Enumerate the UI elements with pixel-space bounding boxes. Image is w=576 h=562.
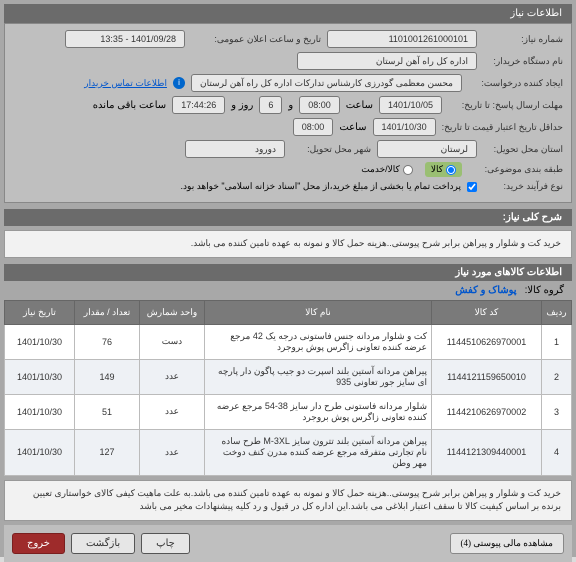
time-label-2: ساعت bbox=[339, 122, 366, 133]
desc-title: شرح کلی نیاز: bbox=[4, 209, 572, 226]
table-cell: عدد bbox=[140, 394, 205, 429]
table-cell: 1144510626970001 bbox=[432, 324, 542, 359]
table-cell: 4 bbox=[542, 429, 572, 475]
items-header: اطلاعات کالاهای مورد نیاز bbox=[4, 264, 572, 281]
back-button[interactable]: بازگشت bbox=[71, 533, 135, 554]
announce-value: 1401/09/28 - 13:35 bbox=[65, 30, 185, 48]
payment-text: پرداخت تمام یا بخشی از مبلغ خرید،از محل … bbox=[181, 181, 461, 192]
req-no-label: شماره نیاز: bbox=[483, 34, 563, 45]
attach-button[interactable]: مشاهده مالی پیوستی (4) bbox=[450, 533, 564, 554]
col-date: تاریخ نیاز bbox=[5, 300, 75, 324]
desc-text: خرید کت و شلوار و پیراهن برابر شرح پیوست… bbox=[4, 230, 572, 258]
table-row[interactable]: 21144121159650010پیراهن مردانه آستین بلن… bbox=[5, 359, 572, 394]
remaining-time: 17:44:26 bbox=[172, 96, 225, 114]
table-cell: 76 bbox=[75, 324, 140, 359]
panel-title: اطلاعات نیاز bbox=[4, 4, 572, 23]
province-value: لرستان bbox=[377, 140, 477, 158]
footer-desc: خرید کت و شلوار و پیراهن برابر شرح پیوست… bbox=[4, 480, 572, 521]
payment-checkbox[interactable] bbox=[467, 182, 477, 192]
radio-goods-input[interactable] bbox=[446, 165, 456, 175]
valid-label: حداقل تاریخ اعتبار قیمت تا تاریخ: bbox=[442, 122, 563, 133]
days-value: 6 bbox=[259, 96, 282, 114]
group-link[interactable]: پوشاک و کفش bbox=[455, 285, 516, 296]
table-cell: عدد bbox=[140, 359, 205, 394]
table-cell: 1401/10/30 bbox=[5, 429, 75, 475]
radio-service-label: کالا/خدمت bbox=[361, 164, 400, 175]
table-cell: 1144210626970002 bbox=[432, 394, 542, 429]
table-cell: کت و شلوار مردانه جنس فاستونی درجه یک 42… bbox=[205, 324, 432, 359]
remaining-label: ساعت باقی مانده bbox=[93, 100, 166, 111]
table-cell: 51 bbox=[75, 394, 140, 429]
table-cell: دست bbox=[140, 324, 205, 359]
close-button[interactable]: خروج bbox=[12, 533, 65, 554]
table-cell: 149 bbox=[75, 359, 140, 394]
days-label: روز و bbox=[231, 100, 253, 111]
creator-value: محسن معظمی گودرزی کارشناس تدارکات اداره … bbox=[191, 74, 462, 92]
col-name: نام کالا bbox=[205, 300, 432, 324]
col-index: ردیف bbox=[542, 300, 572, 324]
table-cell: 127 bbox=[75, 429, 140, 475]
table-header-row: ردیف کد کالا نام کالا واحد شمارش تعداد /… bbox=[5, 300, 572, 324]
time-label-1: ساعت bbox=[346, 100, 373, 111]
topic-label: طبقه بندی موضوعی: bbox=[468, 164, 563, 175]
announce-label: تاریخ و ساعت اعلان عمومی: bbox=[191, 34, 321, 45]
table-row[interactable]: 41144121309440001پیراهن مردانه آستین بلن… bbox=[5, 429, 572, 475]
buyer-label: نام دستگاه خریدار: bbox=[483, 56, 563, 67]
radio-service[interactable]: کالا/خدمت bbox=[355, 162, 419, 177]
city-value: دورود bbox=[185, 140, 285, 158]
col-unit: واحد شمارش bbox=[140, 300, 205, 324]
print-button[interactable]: چاپ bbox=[141, 533, 190, 554]
radio-goods[interactable]: کالا bbox=[425, 162, 462, 177]
info-icon[interactable]: i bbox=[173, 77, 185, 89]
city-label: شهر محل تحویل: bbox=[291, 144, 371, 155]
and-label: و bbox=[288, 100, 293, 111]
contact-link[interactable]: اطلاعات تماس خریدار bbox=[84, 78, 167, 89]
items-table: ردیف کد کالا نام کالا واحد شمارش تعداد /… bbox=[4, 300, 572, 476]
table-cell: شلوار مردانه فاستونی طرح دار سایز 38-54 … bbox=[205, 394, 432, 429]
buyer-value: اداره کل راه آهن لرستان bbox=[297, 52, 477, 70]
creator-label: ایجاد کننده درخواست: bbox=[468, 78, 563, 89]
col-code: کد کالا bbox=[432, 300, 542, 324]
table-cell: 2 bbox=[542, 359, 572, 394]
table-cell: پیراهن مردانه آستین بلند تترون سایز M-3X… bbox=[205, 429, 432, 475]
payment-label: نوع فرآیند خرید: bbox=[483, 181, 563, 192]
deadline-date: 1401/10/05 bbox=[379, 96, 442, 114]
deadline-label: مهلت ارسال پاسخ: تا تاریخ: bbox=[448, 100, 563, 111]
table-cell: 1144121309440001 bbox=[432, 429, 542, 475]
table-cell: 1401/10/30 bbox=[5, 359, 75, 394]
radio-goods-label: کالا bbox=[431, 164, 443, 175]
req-no-value: 1101001261000101 bbox=[327, 30, 477, 48]
group-label: گروه کالا: bbox=[525, 285, 564, 296]
table-cell: 1401/10/30 bbox=[5, 394, 75, 429]
col-qty: تعداد / مقدار bbox=[75, 300, 140, 324]
table-cell: 1144121159650010 bbox=[432, 359, 542, 394]
table-cell: 1 bbox=[542, 324, 572, 359]
table-row[interactable]: 31144210626970002شلوار مردانه فاستونی طر… bbox=[5, 394, 572, 429]
radio-service-input[interactable] bbox=[403, 165, 413, 175]
table-cell: 1401/10/30 bbox=[5, 324, 75, 359]
valid-date: 1401/10/30 bbox=[373, 118, 436, 136]
valid-time: 08:00 bbox=[293, 118, 334, 136]
deadline-time: 08:00 bbox=[299, 96, 340, 114]
table-row[interactable]: 11144510626970001کت و شلوار مردانه جنس ف… bbox=[5, 324, 572, 359]
province-label: استان محل تحویل: bbox=[483, 144, 563, 155]
table-cell: عدد bbox=[140, 429, 205, 475]
table-cell: 3 bbox=[542, 394, 572, 429]
table-cell: پیراهن مردانه آستین بلند اسپرت دو جیب پا… bbox=[205, 359, 432, 394]
